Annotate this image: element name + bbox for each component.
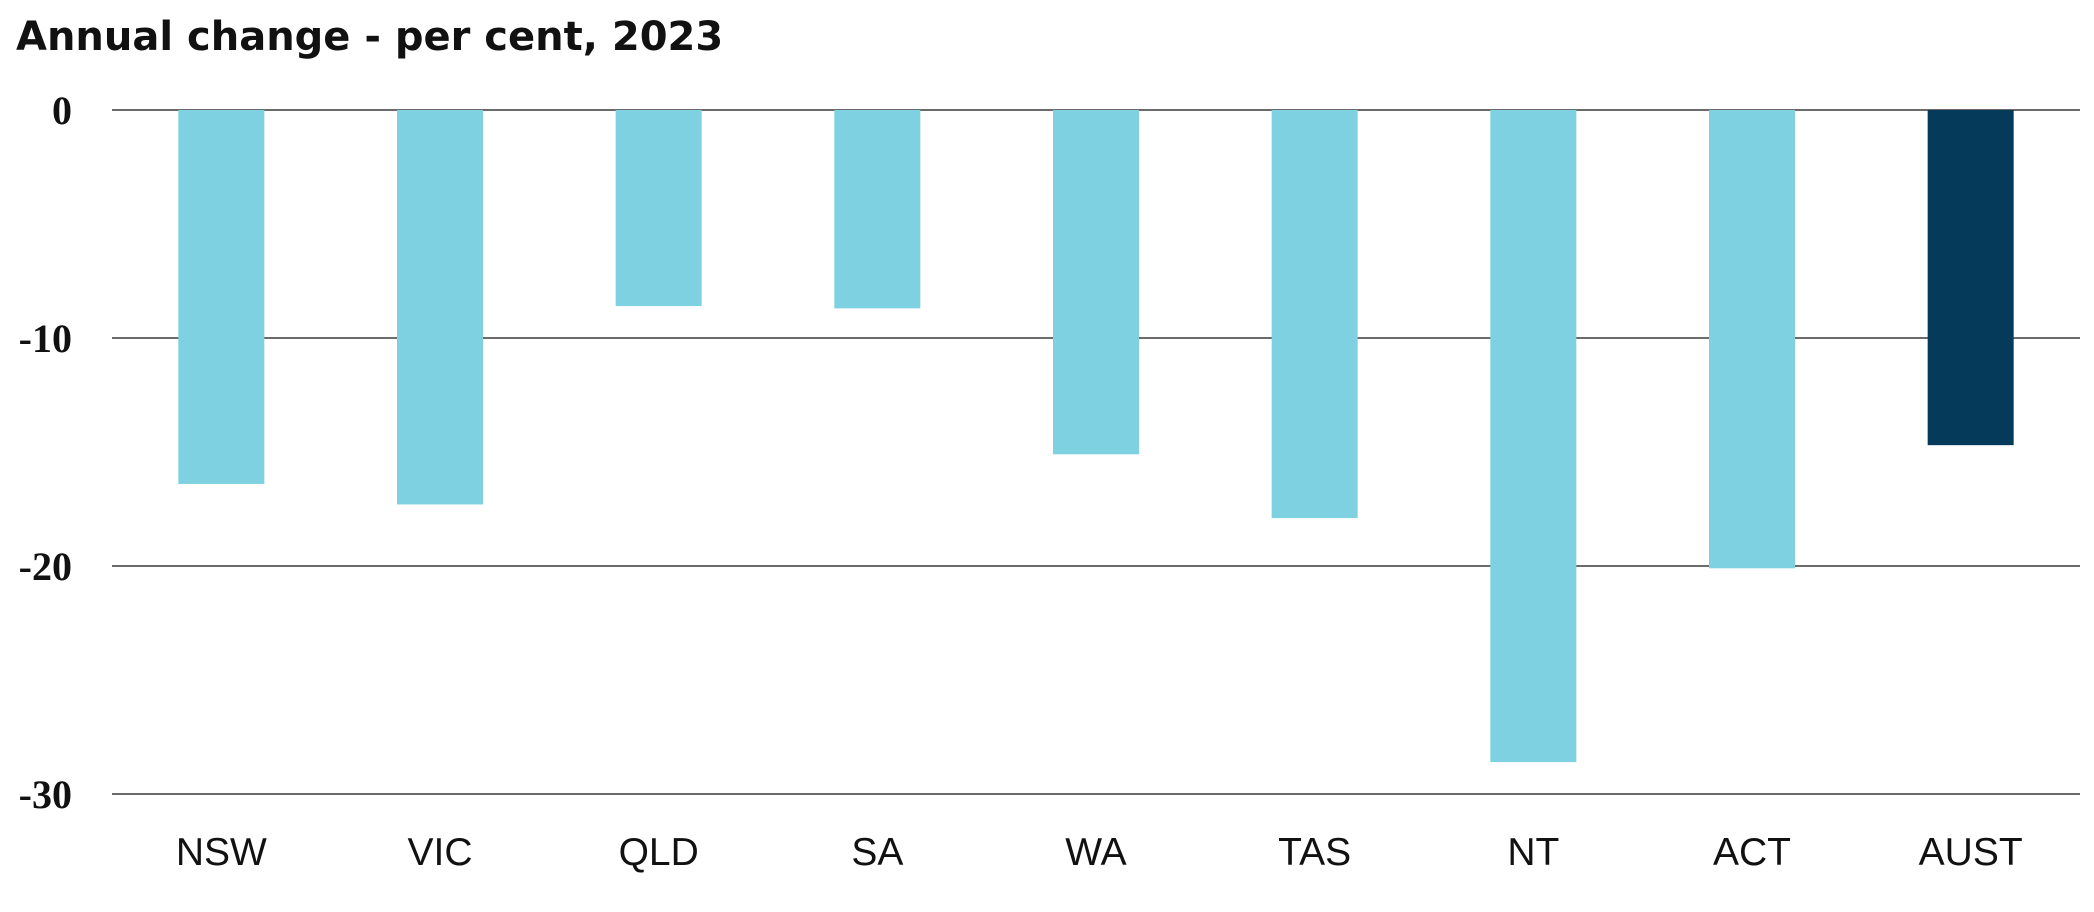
y-tick-label: -30 [19, 772, 72, 817]
chart-title: Annual change - per cent, 2023 [16, 14, 724, 60]
bars [178, 110, 2014, 763]
bar-aust [1927, 110, 2014, 446]
x-axis-category-labels: NSW VIC QLD SA WA TAS NT ACT AUST [176, 831, 2023, 874]
bar-nt [1490, 110, 1577, 763]
x-category-label: NT [1507, 831, 1559, 874]
x-category-label: TAS [1278, 831, 1351, 874]
x-category-label: WA [1065, 831, 1126, 874]
bar-sa [834, 110, 921, 309]
x-category-label: SA [851, 831, 903, 874]
y-tick-label: -10 [19, 316, 72, 361]
bar-nsw [178, 110, 265, 484]
bar-qld [615, 110, 702, 307]
y-tick-label: 0 [52, 88, 72, 133]
x-category-label: VIC [407, 831, 472, 874]
y-axis-tick-labels: 0 -10 -20 -30 [19, 88, 72, 817]
bar-vic [397, 110, 483, 505]
bar-wa [1053, 110, 1139, 455]
bar-tas [1271, 110, 1358, 519]
y-tick-label: -20 [19, 544, 72, 589]
x-category-label: QLD [619, 831, 699, 874]
x-category-label: ACT [1713, 831, 1791, 874]
x-category-label: AUST [1919, 831, 2023, 874]
bar-act [1709, 110, 1795, 569]
x-category-label: NSW [176, 831, 267, 874]
